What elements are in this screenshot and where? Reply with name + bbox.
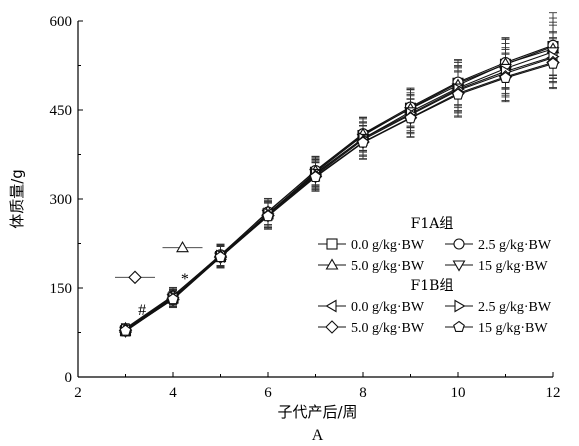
axes: 2 4 6 8 10 12 0 150 300 450 600 子代产后/周 体质量/g A [8,14,561,444]
x-tick-label: 6 [264,385,272,401]
x-tick-label: 12 [546,385,561,401]
data-point [119,324,132,336]
x-axis-title: 子代产后/周 [277,403,357,421]
series-line [125,57,554,331]
data-point [309,170,322,183]
legend-label: 2.5 g/kg·BW [478,300,552,315]
legend-marker [326,238,338,250]
data-point [214,250,227,263]
series-lines [125,44,554,332]
data-point [357,136,369,148]
y-tick-label: 450 [50,103,73,119]
x-tick-label: 10 [451,385,466,401]
series-line [125,44,554,330]
y-tick-label: 600 [50,14,73,30]
y-tick-label: 0 [65,370,73,386]
data-point [547,57,559,69]
annotations: #* [115,241,203,319]
series-markers [118,39,560,338]
series-line [125,51,554,332]
legend-label: 15 g/kg·BW [478,321,548,336]
legend-label: 15 g/kg·BW [478,259,548,274]
data-point [499,71,512,83]
x-tick-label: 2 [74,385,82,401]
legend-marker [454,299,466,313]
legend-marker [325,258,339,270]
legend-label: 0.0 g/kg·BW [351,300,425,315]
legend-label: 5.0 g/kg·BW [351,259,425,274]
x-tick-label: 4 [169,385,177,401]
legend-label: 5.0 g/kg·BW [351,321,425,336]
series-line [125,45,554,332]
legend-label: 0.0 g/kg·BW [351,238,425,253]
data-point [404,112,417,124]
panel-label: A [312,427,324,444]
legend-marker [452,260,466,272]
significance-annotation: * [181,271,189,288]
significance-marker [128,270,142,285]
series-line [125,56,554,330]
legend: F1A组 0.0 g/kg·BW 2.5 g/kg·BW 5.0 g/kg·BW 15 … [318,216,552,336]
legend-marker [453,238,465,250]
legend-group-title: F1A组 [411,216,454,232]
data-point [452,88,464,100]
significance-annotation: # [138,302,146,319]
x-tick-label: 8 [359,385,367,401]
y-tick-label: 300 [50,192,73,208]
series-line [125,62,554,332]
legend-group-title: F1B组 [411,278,454,294]
data-point [167,293,179,305]
legend-marker [325,320,339,334]
series-line [125,63,554,332]
series-line [125,48,554,329]
significance-marker [176,241,189,253]
data-point [262,210,274,222]
y-axis-title: 体质量/g [8,169,26,229]
y-tick-label: 150 [50,281,73,297]
legend-marker [325,299,337,313]
legend-marker [453,320,465,332]
legend-label: 2.5 g/kg·BW [478,238,552,253]
